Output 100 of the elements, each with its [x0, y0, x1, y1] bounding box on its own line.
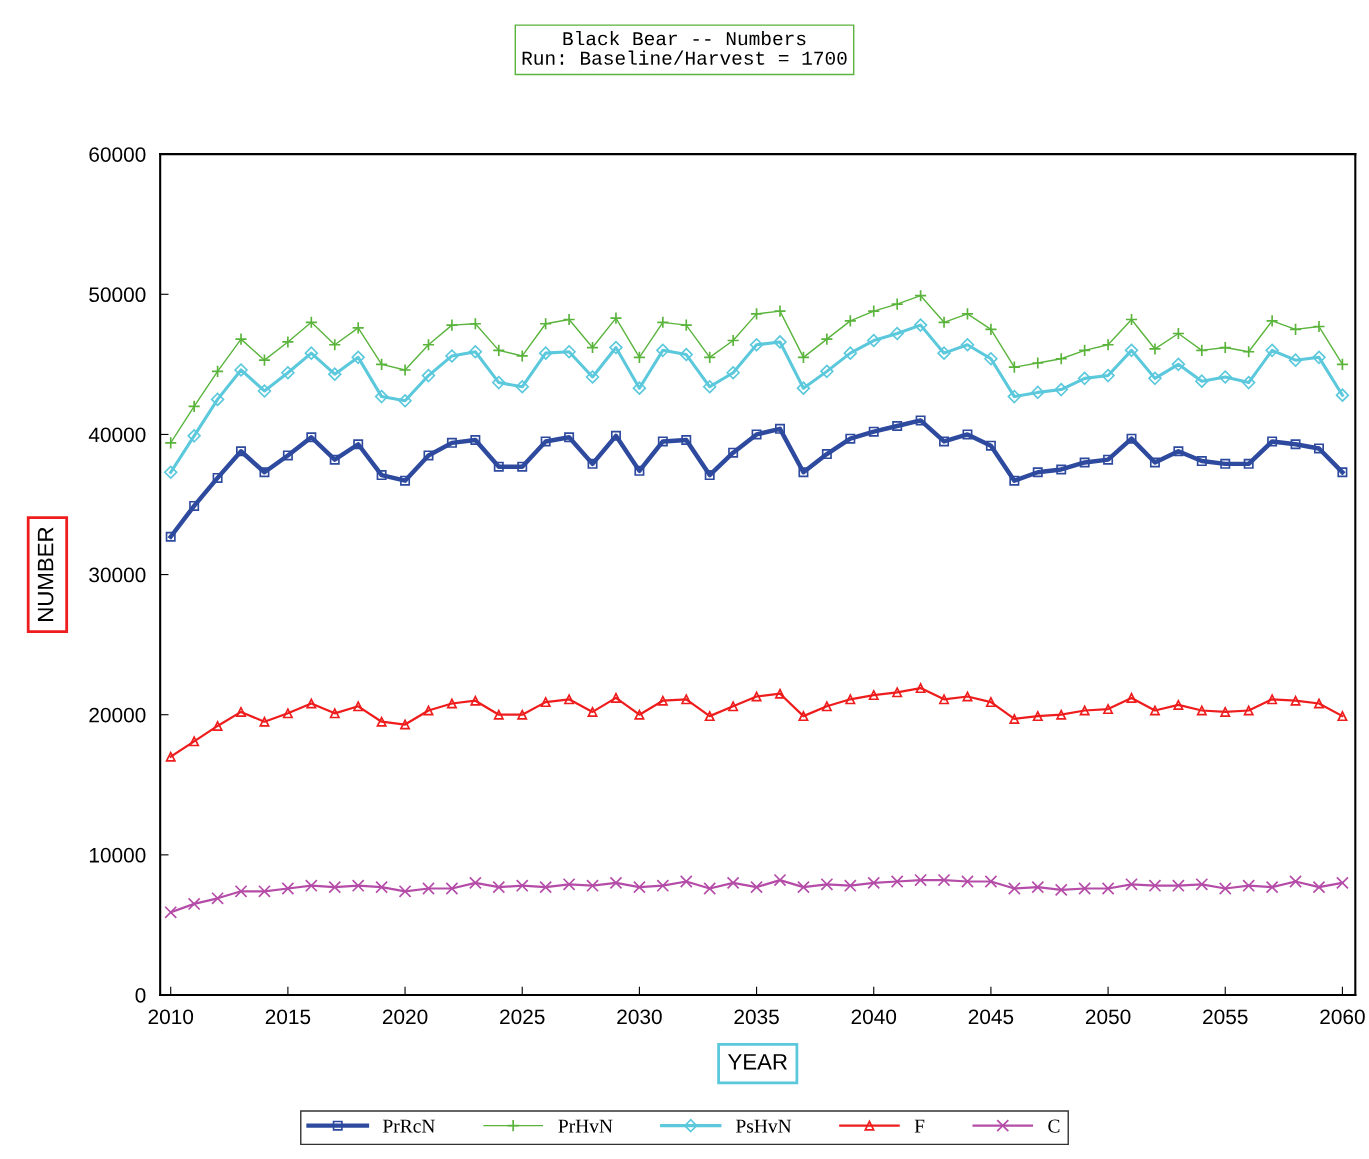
point [1313, 443, 1324, 454]
point [445, 349, 459, 363]
point [422, 882, 435, 895]
point [798, 711, 809, 722]
point [281, 882, 295, 895]
point [234, 363, 248, 377]
point [656, 879, 670, 893]
point [211, 891, 224, 905]
point [679, 318, 693, 332]
point [212, 472, 223, 483]
point [189, 500, 200, 511]
point [843, 879, 857, 893]
point [1032, 711, 1043, 722]
point [984, 322, 998, 336]
point [540, 697, 551, 708]
point [1079, 457, 1090, 468]
point [1007, 882, 1021, 895]
point [1242, 345, 1256, 359]
point [1103, 454, 1114, 465]
point [398, 363, 412, 377]
point [796, 381, 811, 395]
point [892, 421, 903, 432]
point [1218, 341, 1232, 354]
point [1031, 880, 1045, 894]
point [1196, 705, 1207, 716]
point [962, 691, 973, 702]
point [962, 429, 973, 440]
point [421, 368, 436, 383]
point [845, 433, 856, 444]
point [165, 751, 176, 762]
legend-label: C [1048, 1119, 1060, 1133]
point [984, 352, 998, 366]
point [679, 347, 693, 362]
point [422, 338, 435, 352]
point [985, 440, 996, 451]
point [351, 350, 365, 365]
point [632, 381, 647, 395]
point [562, 313, 576, 326]
point [375, 880, 389, 894]
point [328, 880, 342, 894]
point [187, 400, 201, 413]
point [539, 317, 553, 331]
point [1054, 382, 1068, 397]
point [1265, 314, 1279, 328]
point [189, 736, 200, 747]
point [1195, 343, 1209, 357]
chart-subtitle: Run: Baseline/Harvest = 1700 [522, 50, 847, 65]
point [1173, 446, 1184, 457]
point [915, 683, 926, 694]
point [493, 461, 504, 472]
point [351, 321, 365, 335]
x-tick-label: 2050 [1085, 1009, 1131, 1025]
point [915, 415, 926, 426]
point [351, 879, 365, 893]
point [703, 350, 717, 364]
point [259, 716, 270, 727]
point [890, 326, 904, 341]
point [773, 335, 787, 349]
point [609, 340, 623, 355]
point [939, 436, 950, 447]
point [868, 426, 879, 437]
point [187, 429, 201, 443]
point [702, 380, 717, 394]
point [1007, 360, 1021, 374]
point [961, 307, 974, 321]
x-tick-label: 2015 [265, 1009, 311, 1025]
point [1126, 692, 1137, 703]
chart-title: Black Bear -- Numbers [563, 31, 806, 46]
point [492, 375, 506, 390]
point [821, 701, 832, 712]
point [187, 897, 201, 911]
point [539, 880, 553, 894]
point [562, 345, 576, 359]
point [1103, 704, 1114, 715]
point [633, 880, 646, 894]
point [515, 349, 529, 363]
point [1148, 371, 1162, 386]
point [634, 709, 645, 720]
point [821, 449, 832, 460]
point [1243, 458, 1254, 469]
point [564, 432, 575, 443]
point [329, 708, 340, 719]
point [353, 701, 364, 712]
point [937, 873, 951, 887]
point [797, 350, 810, 364]
x-tick-label: 2030 [617, 1009, 662, 1025]
point [728, 701, 739, 712]
point [1196, 456, 1207, 467]
point [914, 873, 927, 887]
point [1031, 385, 1045, 400]
x-tick-label: 2035 [734, 1009, 779, 1025]
point [398, 884, 412, 898]
point [353, 439, 364, 450]
point [375, 357, 389, 371]
point [540, 436, 551, 447]
point [726, 366, 740, 380]
y-tick-label: 20000 [89, 707, 146, 723]
point [281, 366, 295, 380]
point [798, 467, 809, 478]
point [468, 876, 482, 890]
